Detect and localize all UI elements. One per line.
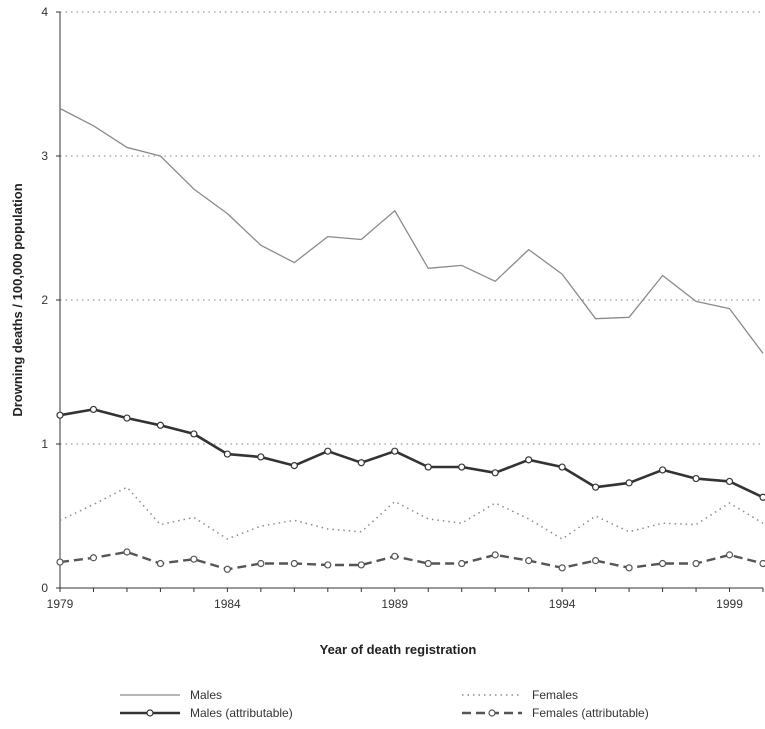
data-point-s3-1998 bbox=[692, 559, 700, 568]
data-point-s2-1989 bbox=[391, 447, 399, 455]
data-point-s3-1991 bbox=[458, 559, 466, 568]
data-point-s3-1990 bbox=[424, 559, 432, 568]
data-point-s2-2000 bbox=[759, 493, 765, 501]
data-point-s2-1993 bbox=[525, 456, 533, 464]
y-axis-title: Drowning deaths / 100,000 population bbox=[10, 183, 25, 416]
data-point-s2-1994 bbox=[558, 463, 566, 471]
data-point-s2-1988 bbox=[357, 459, 365, 467]
legend-label-1: Females bbox=[532, 688, 578, 702]
data-point-s3-1999 bbox=[725, 551, 734, 559]
data-point-s2-1991 bbox=[458, 463, 466, 471]
data-point-s3-1996 bbox=[625, 564, 633, 572]
data-point-s3-1984 bbox=[223, 565, 231, 573]
series-line-1 bbox=[59, 486, 764, 540]
legend: Males Females Males (attributable) Females … bbox=[120, 688, 649, 720]
data-point-s2-1980 bbox=[89, 405, 98, 414]
data-point-s2-1986 bbox=[290, 462, 298, 470]
data-point-s2-1999 bbox=[725, 477, 734, 486]
legend-label-2: Males (attributable) bbox=[190, 706, 293, 720]
data-point-s3-2000 bbox=[759, 559, 765, 568]
data-point-s2-1985 bbox=[257, 453, 265, 461]
y-tick-label: 2 bbox=[41, 293, 48, 307]
series-line-0 bbox=[59, 107, 764, 354]
x-ticks: 1979 1984 1989 1994 1999 bbox=[47, 588, 764, 611]
data-point-s3-1993 bbox=[525, 557, 533, 565]
data-point-s2-1997 bbox=[658, 466, 667, 474]
y-ticks: 0 1 2 3 4 bbox=[41, 5, 60, 595]
gridlines bbox=[60, 11, 763, 445]
data-point-s3-1980 bbox=[89, 554, 98, 562]
data-point-s3-1994 bbox=[558, 564, 566, 572]
data-point-s2-1984 bbox=[223, 450, 231, 458]
data-point-s2-1987 bbox=[324, 447, 332, 455]
data-point-s3-1995 bbox=[592, 557, 600, 565]
data-point-s2-1992 bbox=[491, 469, 499, 477]
data-point-s2-1979 bbox=[56, 411, 64, 419]
series-line-3 bbox=[59, 550, 764, 571]
data-point-s3-1985 bbox=[257, 559, 265, 568]
x-tick-label: 1989 bbox=[381, 597, 408, 611]
legend-marker-2 bbox=[146, 709, 154, 717]
y-tick-label: 1 bbox=[41, 437, 48, 451]
data-point-s3-1986 bbox=[290, 559, 298, 568]
legend-label-3: Females (attributable) bbox=[532, 706, 649, 720]
data-point-s2-1998 bbox=[692, 474, 700, 483]
data-point-s2-1990 bbox=[424, 463, 432, 471]
x-tick-label: 1999 bbox=[716, 597, 743, 611]
data-point-s2-1995 bbox=[592, 483, 600, 491]
series-lines bbox=[59, 107, 764, 571]
data-point-s3-1997 bbox=[658, 559, 667, 568]
y-tick-label: 4 bbox=[41, 5, 48, 19]
x-axis-title: Year of death registration bbox=[320, 642, 477, 657]
legend-label-0: Males bbox=[190, 688, 222, 702]
data-point-s3-1979 bbox=[56, 558, 64, 566]
series-line-2 bbox=[59, 408, 764, 499]
y-tick-label: 0 bbox=[41, 581, 48, 595]
data-point-s3-1983 bbox=[190, 555, 198, 563]
data-point-s3-1992 bbox=[491, 551, 499, 559]
data-point-s2-1981 bbox=[123, 414, 131, 422]
y-tick-label: 3 bbox=[41, 149, 48, 163]
data-point-s2-1996 bbox=[625, 479, 633, 487]
x-tick-label: 1994 bbox=[549, 597, 576, 611]
x-tick-label: 1979 bbox=[47, 597, 74, 611]
data-point-s2-1983 bbox=[190, 430, 198, 438]
series-markers bbox=[56, 405, 765, 573]
data-point-s3-1989 bbox=[391, 552, 399, 560]
legend-marker-3 bbox=[488, 709, 496, 717]
data-point-s3-1981 bbox=[123, 548, 131, 556]
data-point-s3-1982 bbox=[156, 559, 165, 568]
data-point-s3-1987 bbox=[324, 561, 332, 569]
data-point-s3-1988 bbox=[357, 561, 365, 569]
x-tick-label: 1984 bbox=[214, 597, 241, 611]
data-point-s2-1982 bbox=[156, 421, 165, 429]
